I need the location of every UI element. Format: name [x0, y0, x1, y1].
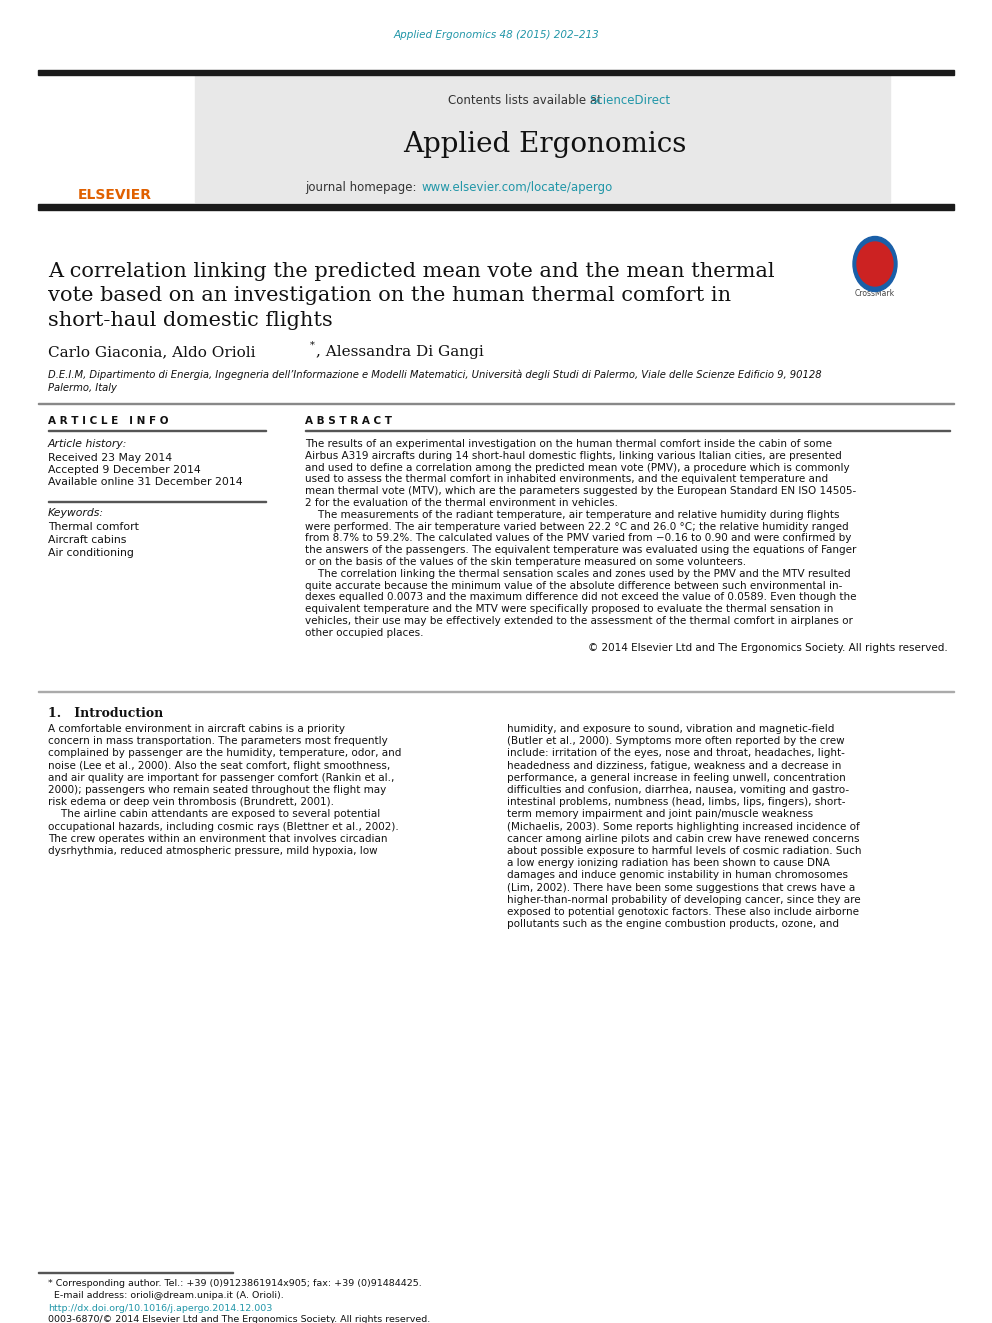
Text: ELSEVIER: ELSEVIER	[78, 188, 152, 202]
Text: performance, a general increase in feeling unwell, concentration: performance, a general increase in feeli…	[507, 773, 846, 783]
Text: and used to define a correlation among the predicted mean vote (PMV), a procedur: and used to define a correlation among t…	[305, 463, 849, 472]
Text: noise (Lee et al., 2000). Also the seat comfort, flight smoothness,: noise (Lee et al., 2000). Also the seat …	[48, 761, 390, 770]
Text: 2 for the evaluation of the thermal environment in vehicles.: 2 for the evaluation of the thermal envi…	[305, 497, 618, 508]
Text: 1.   Introduction: 1. Introduction	[48, 706, 164, 720]
Text: Keywords:: Keywords:	[48, 508, 104, 519]
Text: http://dx.doi.org/10.1016/j.apergo.2014.12.003: http://dx.doi.org/10.1016/j.apergo.2014.…	[48, 1304, 273, 1312]
Text: © 2014 Elsevier Ltd and The Ergonomics Society. All rights reserved.: © 2014 Elsevier Ltd and The Ergonomics S…	[588, 643, 948, 652]
Text: a low energy ionizing radiation has been shown to cause DNA: a low energy ionizing radiation has been…	[507, 859, 830, 868]
Text: humidity, and exposure to sound, vibration and magnetic-field: humidity, and exposure to sound, vibrati…	[507, 724, 834, 734]
Text: equivalent temperature and the MTV were specifically proposed to evaluate the th: equivalent temperature and the MTV were …	[305, 605, 833, 614]
Bar	[195, 75, 890, 202]
Text: or on the basis of the values of the skin temperature measured on some volunteer: or on the basis of the values of the ski…	[305, 557, 746, 568]
Text: complained by passenger are the humidity, temperature, odor, and: complained by passenger are the humidity…	[48, 749, 402, 758]
Text: risk edema or deep vein thrombosis (Brundrett, 2001).: risk edema or deep vein thrombosis (Brun…	[48, 798, 334, 807]
Text: vehicles, their use may be effectively extended to the assessment of the thermal: vehicles, their use may be effectively e…	[305, 617, 853, 626]
Text: headedness and dizziness, fatigue, weakness and a decrease in: headedness and dizziness, fatigue, weakn…	[507, 761, 841, 770]
Text: Article history:: Article history:	[48, 439, 127, 448]
Text: Airbus A319 aircrafts during 14 short-haul domestic flights, linking various Ita: Airbus A319 aircrafts during 14 short-ha…	[305, 451, 842, 460]
Text: Applied Ergonomics 48 (2015) 202–213: Applied Ergonomics 48 (2015) 202–213	[393, 30, 599, 40]
Text: Thermal comfort: Thermal comfort	[48, 523, 139, 532]
Text: higher-than-normal probability of developing cancer, since they are: higher-than-normal probability of develo…	[507, 894, 861, 905]
Text: damages and induce genomic instability in human chromosomes: damages and induce genomic instability i…	[507, 871, 848, 880]
Text: the answers of the passengers. The equivalent temperature was evaluated using th: the answers of the passengers. The equiv…	[305, 545, 856, 556]
Text: Air conditioning: Air conditioning	[48, 548, 134, 558]
Text: The airline cabin attendants are exposed to several potential: The airline cabin attendants are exposed…	[48, 810, 380, 819]
Text: Contents lists available at: Contents lists available at	[448, 94, 606, 106]
Text: A comfortable environment in aircraft cabins is a priority: A comfortable environment in aircraft ca…	[48, 724, 345, 734]
Text: 2000); passengers who remain seated throughout the flight may: 2000); passengers who remain seated thro…	[48, 785, 386, 795]
Text: A R T I C L E   I N F O: A R T I C L E I N F O	[48, 415, 169, 426]
Text: (Lim, 2002). There have been some suggestions that crews have a: (Lim, 2002). There have been some sugges…	[507, 882, 855, 893]
Text: Applied Ergonomics: Applied Ergonomics	[404, 131, 686, 159]
Bar	[38, 204, 954, 210]
Text: about possible exposure to harmful levels of cosmic radiation. Such: about possible exposure to harmful level…	[507, 845, 861, 856]
Text: The correlation linking the thermal sensation scales and zones used by the PMV a: The correlation linking the thermal sens…	[305, 569, 850, 578]
Text: Carlo Giaconia, Aldo Orioli: Carlo Giaconia, Aldo Orioli	[48, 345, 256, 359]
Text: cancer among airline pilots and cabin crew have renewed concerns: cancer among airline pilots and cabin cr…	[507, 833, 859, 844]
Text: Available online 31 December 2014: Available online 31 December 2014	[48, 478, 243, 487]
Text: and air quality are important for passenger comfort (Rankin et al.,: and air quality are important for passen…	[48, 773, 395, 783]
Text: Palermo, Italy: Palermo, Italy	[48, 382, 117, 393]
Text: mean thermal vote (MTV), which are the parameters suggested by the European Stan: mean thermal vote (MTV), which are the p…	[305, 486, 856, 496]
Text: term memory impairment and joint pain/muscle weakness: term memory impairment and joint pain/mu…	[507, 810, 813, 819]
Text: other occupied places.: other occupied places.	[305, 628, 424, 638]
Text: The results of an experimental investigation on the human thermal comfort inside: The results of an experimental investiga…	[305, 439, 832, 448]
Text: , Alessandra Di Gangi: , Alessandra Di Gangi	[316, 345, 484, 359]
Text: (Michaelis, 2003). Some reports highlighting increased incidence of: (Michaelis, 2003). Some reports highligh…	[507, 822, 860, 832]
Text: D.E.I.M, Dipartimento di Energia, Ingegneria dell’Informazione e Modelli Matemat: D.E.I.M, Dipartimento di Energia, Ingegn…	[48, 370, 821, 381]
Text: A correlation linking the predicted mean vote and the mean thermal
vote based on: A correlation linking the predicted mean…	[48, 262, 775, 329]
Text: The measurements of the radiant temperature, air temperature and relative humidi: The measurements of the radiant temperat…	[305, 509, 839, 520]
Text: Accepted 9 December 2014: Accepted 9 December 2014	[48, 464, 200, 475]
Text: journal homepage:: journal homepage:	[305, 181, 420, 194]
Text: A B S T R A C T: A B S T R A C T	[305, 415, 392, 426]
Text: concern in mass transportation. The parameters most frequently: concern in mass transportation. The para…	[48, 736, 388, 746]
Text: pollutants such as the engine combustion products, ozone, and: pollutants such as the engine combustion…	[507, 919, 839, 929]
Text: *: *	[310, 341, 314, 351]
Text: quite accurate because the minimum value of the absolute difference between such: quite accurate because the minimum value…	[305, 581, 842, 590]
Text: CrossMark: CrossMark	[855, 290, 895, 299]
Text: (Butler et al., 2000). Symptoms more often reported by the crew: (Butler et al., 2000). Symptoms more oft…	[507, 736, 844, 746]
Text: difficulties and confusion, diarrhea, nausea, vomiting and gastro-: difficulties and confusion, diarrhea, na…	[507, 785, 849, 795]
Text: Aircraft cabins: Aircraft cabins	[48, 534, 126, 545]
Text: E-mail address: orioli@dream.unipa.it (A. Orioli).: E-mail address: orioli@dream.unipa.it (A…	[48, 1291, 284, 1301]
Text: dexes equalled 0.0073 and the maximum difference did not exceed the value of 0.0: dexes equalled 0.0073 and the maximum di…	[305, 593, 856, 602]
Ellipse shape	[857, 242, 893, 286]
Text: from 8.7% to 59.2%. The calculated values of the PMV varied from −0.16 to 0.90 a: from 8.7% to 59.2%. The calculated value…	[305, 533, 851, 544]
Text: occupational hazards, including cosmic rays (Blettner et al., 2002).: occupational hazards, including cosmic r…	[48, 822, 399, 832]
Text: www.elsevier.com/locate/apergo: www.elsevier.com/locate/apergo	[422, 181, 613, 194]
Text: 0003-6870/© 2014 Elsevier Ltd and The Ergonomics Society. All rights reserved.: 0003-6870/© 2014 Elsevier Ltd and The Er…	[48, 1315, 431, 1323]
Text: used to assess the thermal comfort in inhabited environments, and the equivalent: used to assess the thermal comfort in in…	[305, 475, 828, 484]
Text: dysrhythmia, reduced atmospheric pressure, mild hypoxia, low: dysrhythmia, reduced atmospheric pressur…	[48, 845, 378, 856]
Text: ScienceDirect: ScienceDirect	[589, 94, 671, 106]
Text: include: irritation of the eyes, nose and throat, headaches, light-: include: irritation of the eyes, nose an…	[507, 749, 845, 758]
Text: * Corresponding author. Tel.: +39 (0)9123861914x905; fax: +39 (0)91484425.: * Corresponding author. Tel.: +39 (0)912…	[48, 1279, 422, 1289]
Ellipse shape	[853, 237, 897, 291]
Text: The crew operates within an environment that involves circadian: The crew operates within an environment …	[48, 833, 388, 844]
Bar	[38, 70, 954, 75]
Text: intestinal problems, numbness (head, limbs, lips, fingers), short-: intestinal problems, numbness (head, lim…	[507, 798, 845, 807]
Text: exposed to potential genotoxic factors. These also include airborne: exposed to potential genotoxic factors. …	[507, 908, 859, 917]
Text: were performed. The air temperature varied between 22.2 °C and 26.0 °C; the rela: were performed. The air temperature vari…	[305, 521, 848, 532]
Text: Received 23 May 2014: Received 23 May 2014	[48, 452, 173, 463]
